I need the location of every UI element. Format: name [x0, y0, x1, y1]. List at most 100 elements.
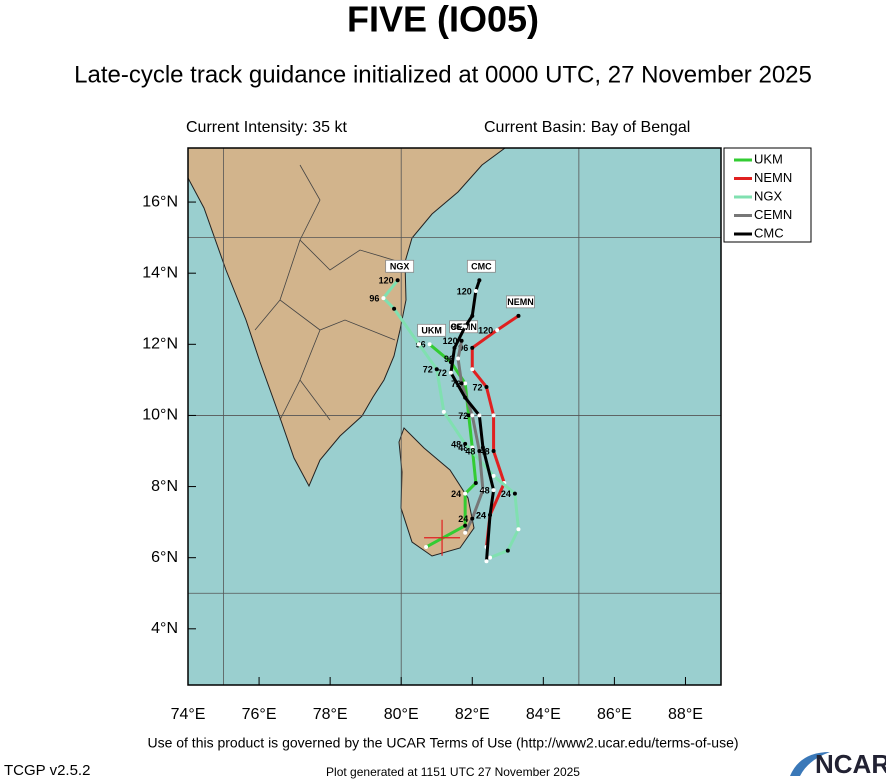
legend-label: CMC: [754, 225, 784, 240]
track-point: [441, 409, 446, 414]
track-point: [488, 555, 493, 560]
hour-label: 24: [451, 489, 461, 499]
hour-label: 120: [379, 276, 394, 286]
track-point: [470, 313, 475, 318]
hour-label: 24: [476, 510, 486, 520]
track-point: [463, 441, 468, 446]
track: [381, 279, 520, 560]
hour-label: 48: [458, 443, 468, 453]
track-point: [466, 413, 471, 418]
track-point: [463, 324, 468, 329]
track: [470, 314, 520, 548]
track-point: [448, 370, 453, 375]
legend-box: [723, 147, 812, 243]
track-point: [463, 491, 468, 496]
hour-label: 48: [480, 485, 490, 495]
hour-label: 48: [465, 446, 475, 456]
track-point: [463, 523, 468, 528]
track-point: [477, 448, 482, 453]
logo-swoosh: [790, 752, 830, 776]
legend-label: CEMN: [754, 207, 792, 222]
tag-text: UKM: [421, 326, 442, 336]
chart-title: FIVE (IO05): [347, 0, 539, 40]
x-tick-label: 74°E: [171, 706, 206, 723]
hour-label: 96: [444, 354, 454, 364]
y-tick-label: 4°N: [151, 620, 178, 637]
hour-label: 96: [369, 293, 379, 303]
tag-text: NGX: [390, 262, 410, 272]
track-point: [477, 413, 482, 418]
track-point: [463, 395, 468, 400]
hour-label: 120: [457, 286, 472, 296]
track-point: [470, 445, 475, 450]
track-point: [459, 338, 464, 343]
tag-text: NEMN: [507, 297, 534, 307]
y-tick-label: 8°N: [151, 478, 178, 495]
track-point: [495, 328, 500, 333]
hour-label: 120: [478, 325, 493, 335]
track-tag: CMC: [466, 259, 496, 273]
track-point: [516, 313, 521, 318]
hour-label: 72: [458, 411, 468, 421]
hour-label: 24: [501, 489, 511, 499]
track-point: [477, 278, 482, 283]
track-point: [470, 367, 475, 372]
track-point: [480, 445, 485, 450]
logo-text: NCAR: [815, 749, 886, 779]
hour-label: 96: [451, 322, 461, 332]
track-point: [516, 527, 521, 532]
track-point: [505, 548, 510, 553]
track-point: [427, 342, 432, 347]
legend-label: NEMN: [754, 170, 792, 185]
track-point: [470, 413, 475, 418]
y-tick-label: 10°N: [142, 407, 178, 424]
track-point: [488, 513, 493, 518]
hour-label: 72: [437, 368, 447, 378]
logo: NCAR: [790, 749, 886, 779]
track-tag: UKM: [417, 323, 447, 337]
tag-box: [506, 295, 535, 309]
track-tag: NEMN: [506, 295, 535, 309]
x-tick-label: 78°E: [313, 706, 348, 723]
intensity: Current Intensity: 35 kt: [186, 119, 348, 136]
generated: Plot generated at 1151 UTC 27 November 2…: [326, 765, 580, 779]
track-point: [473, 288, 478, 293]
tag-box: [466, 259, 496, 273]
track-point: [395, 278, 400, 283]
track-point: [484, 384, 489, 389]
track-point: [456, 356, 461, 361]
tag-text: CMC: [471, 262, 492, 272]
track-point: [491, 413, 496, 418]
x-tick-label: 88°E: [668, 706, 703, 723]
track-point: [491, 488, 496, 493]
track-point: [452, 345, 457, 350]
terms: Use of this product is governed by the U…: [147, 735, 738, 751]
track-tag: NGX: [385, 259, 415, 273]
track-point: [480, 488, 485, 493]
track-point: [392, 306, 397, 311]
track-point: [491, 473, 496, 478]
x-tick-label: 84°E: [526, 706, 561, 723]
track-point: [463, 530, 468, 535]
track-point: [512, 491, 517, 496]
x-tick-label: 76°E: [242, 706, 277, 723]
x-tick-label: 80°E: [384, 706, 419, 723]
track-point: [381, 296, 386, 301]
legend-label: NGX: [754, 188, 783, 203]
y-tick-label: 14°N: [142, 264, 178, 281]
track-point: [416, 342, 421, 347]
hour-label: 72: [472, 382, 482, 392]
tag-box: [417, 323, 447, 337]
track: [449, 279, 496, 562]
legend-label: UKM: [754, 151, 783, 166]
track-point: [473, 481, 478, 486]
basin: Current Basin: Bay of Bengal: [484, 119, 690, 136]
track-point: [470, 516, 475, 521]
x-tick-label: 86°E: [597, 706, 632, 723]
track-point: [424, 545, 429, 550]
x-tick-label: 82°E: [455, 706, 490, 723]
track-point: [463, 381, 468, 386]
hour-label: 72: [423, 365, 433, 375]
hour-label: 24: [476, 510, 486, 520]
